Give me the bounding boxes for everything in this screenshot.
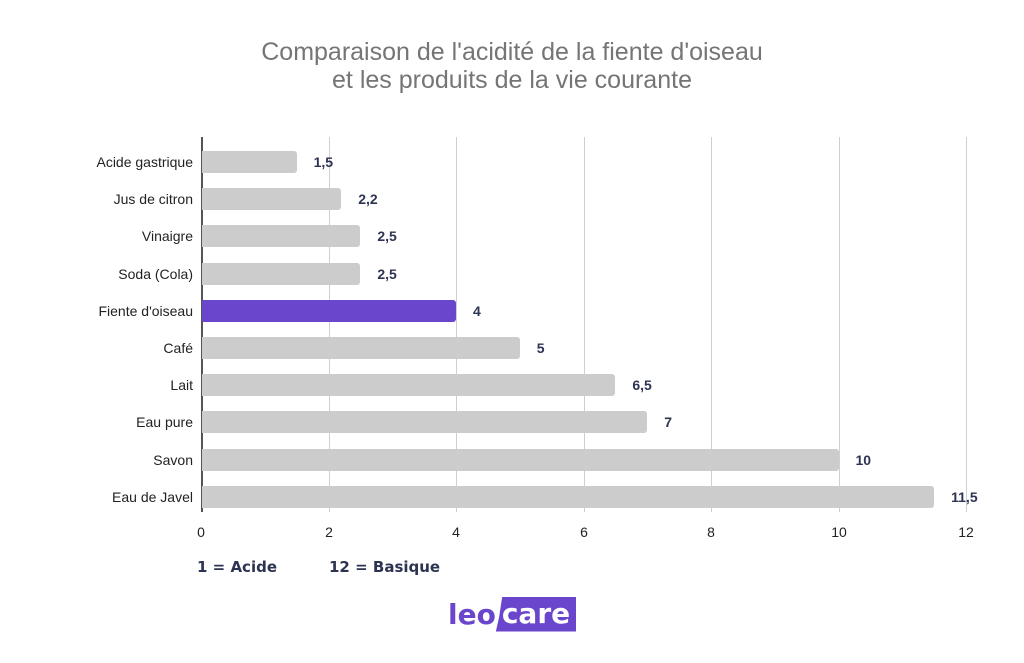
value-label: 2,5 (377, 265, 397, 282)
x-tick-label: 4 (452, 524, 460, 540)
legend-acid: 1 = Acide (197, 558, 278, 576)
value-label: 10 (855, 451, 872, 468)
chart-title: Comparaison de l'acidité de la fiente d'… (0, 38, 1024, 94)
x-tick-label: 0 (197, 524, 205, 540)
plot-area: 1,5 2,2 2,5 2,5 4 5 6,5 7 10 11,5 (201, 137, 978, 512)
value-label: 4 (473, 302, 481, 319)
bar (202, 262, 361, 285)
value-label: 6,5 (632, 377, 652, 394)
bar (202, 337, 520, 359)
value-label: 7 (664, 414, 673, 431)
bar (202, 299, 456, 322)
category-label: Soda (Cola) (118, 265, 193, 282)
logo-leo: leo (448, 597, 496, 631)
bar (202, 485, 935, 508)
bar (202, 225, 361, 248)
value-label: 5 (536, 340, 545, 356)
category-label: Fiente d'oiseau (98, 302, 193, 319)
gridline (839, 137, 840, 512)
bar (202, 448, 839, 471)
gridline (456, 137, 457, 512)
value-label: 11,5 (951, 488, 978, 505)
x-tick-label: 8 (707, 524, 715, 540)
gridline (966, 137, 967, 512)
bar (202, 188, 342, 211)
gridline (584, 137, 585, 512)
legend-basic: 12 = Basique (329, 558, 441, 576)
category-label: Jus de citron (113, 191, 193, 208)
leocare-logo: leo care (448, 596, 577, 632)
category-label: Acide gastrique (96, 154, 193, 170)
title-line-1: Comparaison de l'acidité de la fiente d'… (261, 38, 763, 66)
category-label: Lait (170, 377, 193, 394)
category-label: Savon (153, 451, 193, 468)
value-label: 2,2 (358, 191, 378, 208)
value-label: 2,5 (377, 228, 397, 245)
y-axis-line (201, 137, 203, 512)
x-tick-label: 2 (325, 524, 333, 540)
x-tick-label: 6 (580, 524, 588, 540)
gridline (329, 137, 330, 512)
logo-care: care (495, 596, 577, 632)
x-tick-label: 10 (831, 524, 847, 540)
bar (202, 151, 297, 173)
value-label: 1,5 (313, 154, 334, 170)
x-tick-label: 12 (958, 524, 974, 540)
category-label: Eau de Javel (112, 488, 193, 505)
title-line-2: et les produits de la vie courante (332, 66, 692, 94)
bar (202, 411, 648, 434)
category-label: Café (163, 340, 193, 356)
gridline (711, 137, 712, 512)
category-label: Eau pure (136, 414, 193, 431)
category-label: Vinaigre (141, 228, 193, 245)
bar (202, 374, 616, 397)
